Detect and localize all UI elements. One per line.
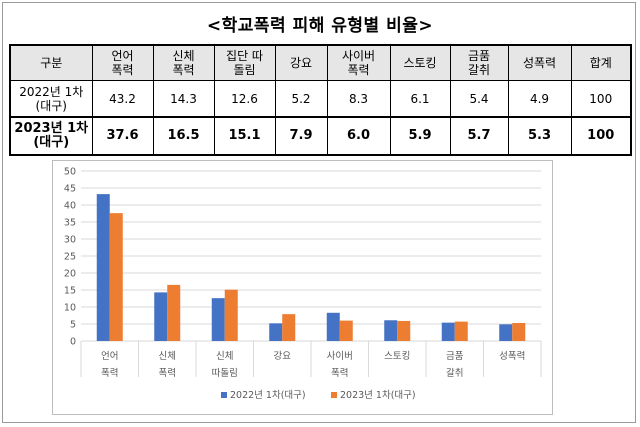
table-cell: 5.4 (449, 80, 509, 118)
table-cell: 5.7 (449, 116, 509, 156)
table-header-cell: 강요 (274, 44, 328, 81)
table-cell: 5.9 (389, 116, 451, 156)
bar-2023 (224, 289, 238, 341)
y-tick-label: 35 (64, 218, 76, 229)
table-row: 2023년 1차 (대구) 37.6 16.5 15.1 7.9 6.0 5.9 5.7 5.3 1… (9, 116, 632, 156)
bar-2022 (269, 323, 283, 341)
table-cell: 43.2 (91, 80, 154, 118)
table-cell: 5.3 (507, 116, 572, 156)
legend-swatch (221, 392, 227, 398)
legend-swatch (331, 392, 337, 398)
x-tick-label: 폭력 (159, 367, 176, 379)
y-tick-label: 25 (64, 252, 76, 263)
bar-2022 (384, 320, 398, 341)
y-tick-label: 40 (64, 201, 76, 212)
x-tick-label: 폭력 (101, 367, 118, 379)
legend-label: 2022년 1차(대구) (230, 389, 306, 401)
table-header-cell: 금품 갈취 (449, 44, 509, 81)
table-cell: 4.9 (507, 80, 572, 118)
row-label: 2023년 1차 (대구) (9, 116, 93, 156)
image-frame (2, 2, 636, 423)
table-cell: 16.5 (152, 116, 215, 156)
bar-2023 (339, 320, 353, 341)
y-tick-label: 20 (64, 269, 76, 280)
table-header-cell: 집단 따 돌림 (213, 44, 276, 81)
x-tick-label: 갈취 (446, 367, 463, 379)
table-header-cell: 합계 (570, 44, 632, 81)
table-cell: 37.6 (91, 116, 154, 156)
bar-2023 (454, 321, 468, 341)
table-cell: 100 (570, 80, 632, 118)
x-tick-label: 스토킹 (384, 350, 410, 362)
table-header-cell: 스토킹 (389, 44, 451, 81)
table-header-cell: 사이버 폭력 (326, 44, 391, 81)
table-header-cell: 성폭력 (507, 44, 572, 81)
y-tick-label: 45 (64, 184, 76, 195)
x-tick-label: 언어 (101, 350, 118, 362)
x-tick-label: 강요 (274, 351, 292, 362)
table-cell: 15.1 (213, 116, 276, 156)
data-table: 구분 언어 폭력 신체 폭력 집단 따 돌림 강요 사이버 폭력 스토킹 금품 갈취 성폭력 합계 2022… (9, 44, 632, 156)
table-header-cell: 언어 폭력 (91, 44, 154, 81)
bar-2022 (441, 322, 455, 341)
x-tick-label: 폭력 (331, 367, 348, 379)
table-cell: 14.3 (152, 80, 215, 118)
bar-2022 (499, 324, 513, 341)
bar-2023 (167, 284, 181, 341)
table-cell: 8.3 (326, 80, 391, 118)
table-header-category: 구분 (9, 44, 93, 81)
table-cell: 100 (570, 116, 632, 156)
x-tick-label: 금품 (446, 351, 464, 362)
bar-2022 (326, 312, 340, 341)
y-tick-label: 30 (64, 235, 76, 246)
legend-label: 2023년 1차(대구) (340, 389, 416, 401)
bar-2023 (282, 314, 296, 341)
bar-2022 (154, 292, 168, 341)
table-cell: 6.0 (326, 116, 391, 156)
x-tick-label: 신체 (159, 351, 176, 362)
bar-2023 (109, 213, 123, 341)
table-cell: 6.1 (389, 80, 451, 118)
table-header-cell: 신체 폭력 (152, 44, 215, 81)
x-tick-label: 성폭력 (499, 350, 525, 362)
table-cell: 5.2 (274, 80, 328, 118)
y-tick-label: 5 (70, 320, 76, 331)
y-tick-label: 50 (64, 167, 76, 178)
table-cell: 7.9 (274, 116, 328, 156)
page-title: <학교폭력 피해 유형별 비율> (206, 16, 434, 36)
table-cell: 12.6 (213, 80, 276, 118)
x-tick-label: 사이버 (327, 351, 353, 362)
y-tick-label: 10 (64, 303, 76, 314)
bar-2023 (512, 322, 526, 341)
table-row: 2022년 1차 (대구) 43.2 14.3 12.6 5.2 8.3 6.1 5.4 4.9 1… (9, 80, 632, 118)
bar-2023 (397, 320, 411, 341)
y-tick-label: 0 (70, 337, 76, 348)
row-label: 2022년 1차 (대구) (9, 80, 93, 118)
x-tick-label: 따돌림 (212, 367, 238, 379)
x-tick-label: 신체 (216, 351, 233, 362)
bar-2022 (211, 298, 225, 341)
table-header-row: 구분 언어 폭력 신체 폭력 집단 따 돌림 강요 사이버 폭력 스토킹 금품 갈취 성폭력 합계 (9, 44, 632, 81)
bar-2022 (96, 194, 110, 341)
y-tick-label: 15 (64, 286, 76, 297)
